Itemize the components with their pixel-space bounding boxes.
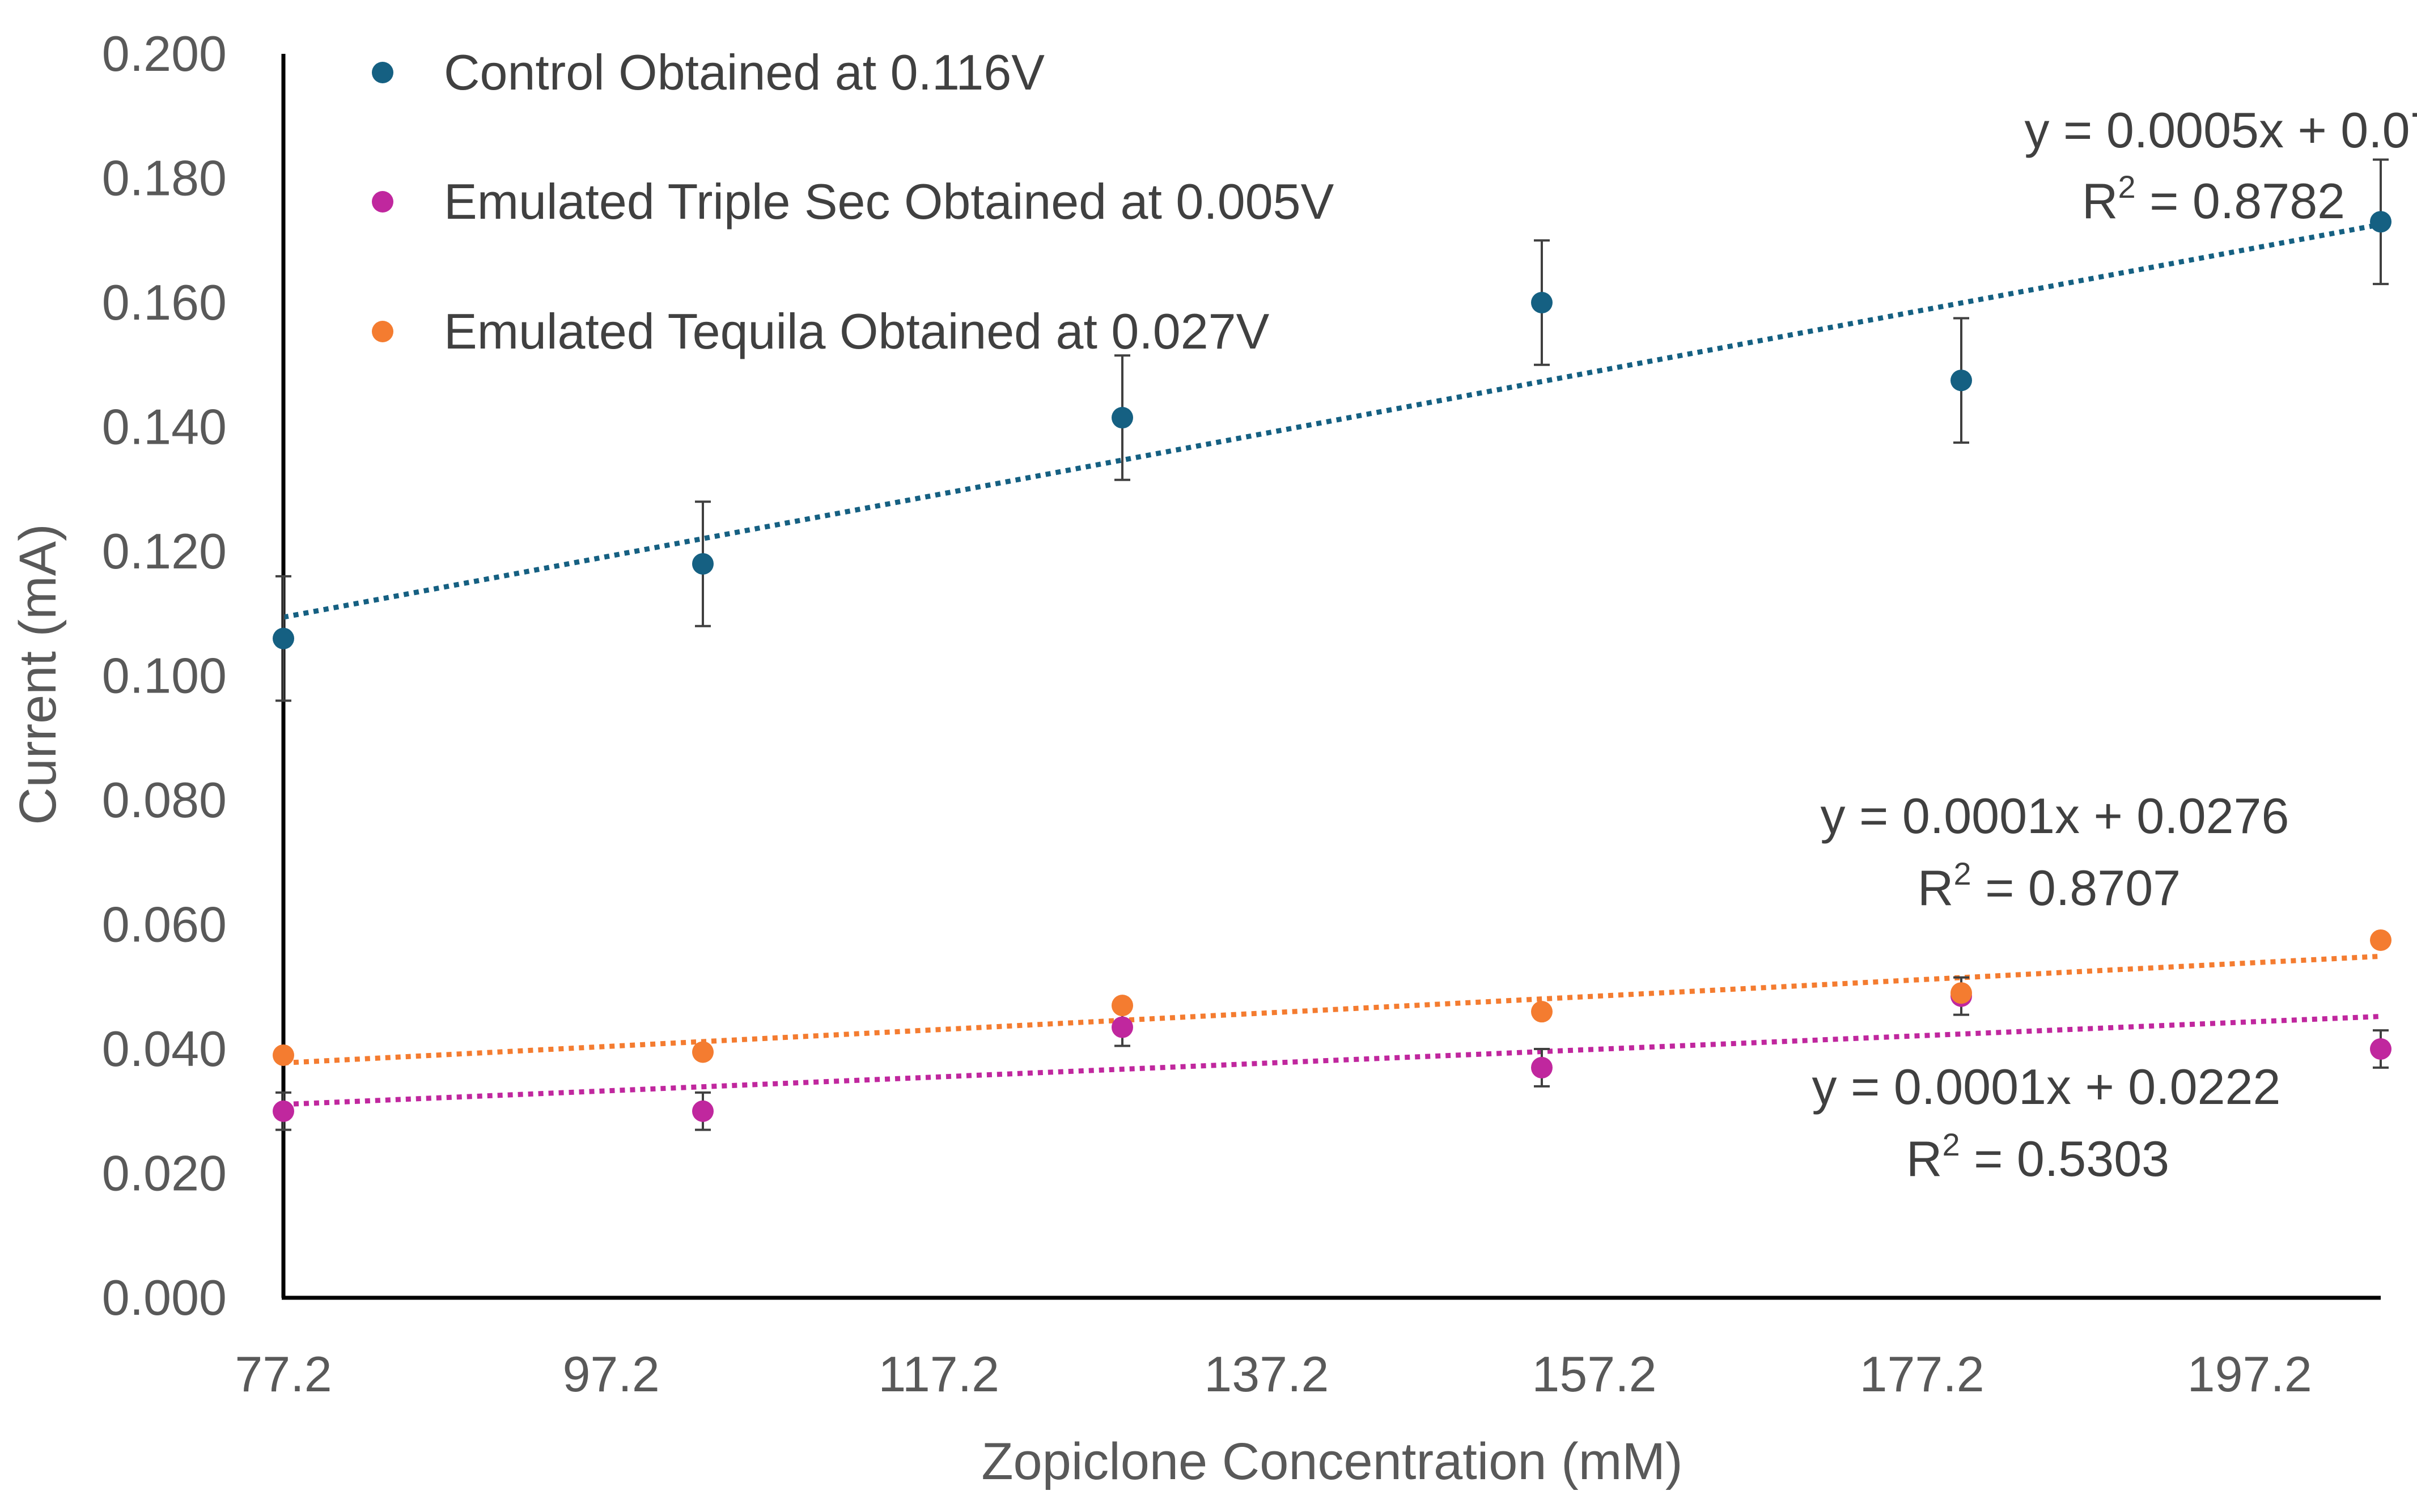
x-tick-label-3: 137.2 [1204,1346,1329,1402]
legend-item-control: Control Obtained at 0.116V [372,44,1045,100]
y-tick-label-6: 0.120 [102,523,227,579]
point-control-5 [2370,211,2391,233]
y-tick-label-0: 0.000 [102,1269,227,1326]
x-tick-label-6: 197.2 [2187,1346,2312,1402]
equation-tequila-formula: y = 0.0001x + 0.0276 [1821,788,2289,844]
point-control-1 [692,553,714,575]
legend-label-tequila: Emulated Tequila Obtained at 0.027V [444,303,1270,359]
point-tequila-5 [2370,929,2391,951]
x-tick-label-1: 97.2 [562,1346,659,1402]
point-control-0 [273,627,294,649]
data-points [273,211,2391,1122]
point-control-4 [1950,369,1972,392]
y-axis-ticks: 0.000 0.020 0.040 0.060 0.080 0.100 0.120 0.140… [102,26,227,1326]
legend-marker-tequila [372,321,393,342]
legend-item-triple-sec: Emulated Triple Sec Obtained at 0.005V [372,173,1334,230]
y-tick-label-5: 0.100 [102,648,227,704]
trendline-tequila [283,953,2381,1066]
y-tick-label-9: 0.180 [102,150,227,206]
point-triple-sec-3 [1531,1056,1553,1078]
legend-label-triple-sec: Emulated Triple Sec Obtained at 0.005V [444,173,1334,230]
point-tequila-2 [1112,995,1133,1017]
legend-marker-control [372,62,393,83]
equation-triple-sec-r2: R2 = 0.5303 [1906,1127,2169,1187]
point-triple-sec-5 [2370,1038,2391,1060]
y-tick-label-1: 0.020 [102,1145,227,1201]
x-axis-title: Zopiclone Concentration (mM) [981,1433,1682,1490]
y-tick-label-8: 0.160 [102,274,227,330]
equation-tequila-r2: R2 = 0.8707 [1918,856,2181,916]
y-axis-title: Current (mA) [9,524,67,825]
y-tick-label-4: 0.080 [102,772,227,828]
y-tick-label-10: 0.200 [102,26,227,82]
equation-triple-sec: y = 0.0001x + 0.0222 R2 = 0.5303 [1812,1059,2281,1187]
point-tequila-0 [273,1044,294,1066]
x-tick-label-5: 177.2 [1860,1346,1985,1402]
point-triple-sec-0 [273,1100,294,1122]
legend-label-control: Control Obtained at 0.116V [444,44,1045,100]
equation-triple-sec-formula: y = 0.0001x + 0.0222 [1812,1059,2281,1115]
point-triple-sec-2 [1112,1016,1133,1038]
point-control-3 [1531,292,1553,313]
legend: Control Obtained at 0.116V Emulated Trip… [372,44,1334,359]
equation-tequila: y = 0.0001x + 0.0276 R2 = 0.8707 [1821,788,2289,916]
trendline-control [283,222,2381,620]
legend-item-tequila: Emulated Tequila Obtained at 0.027V [372,303,1270,359]
equation-control: y = 0.0005x + 0.0714 R2 = 0.8782 [2025,102,2417,229]
y-tick-label-2: 0.040 [102,1021,227,1077]
x-axis-ticks: 77.2 97.2 117.2 137.2 157.2 177.2 197.2 [235,1346,2312,1402]
point-control-2 [1112,407,1133,429]
x-tick-label-4: 157.2 [1532,1346,1656,1402]
equation-control-r2: R2 = 0.8782 [2082,169,2345,229]
point-tequila-1 [692,1041,714,1063]
trendlines [283,222,2381,1107]
point-tequila-4 [1950,982,1972,1004]
point-tequila-3 [1531,1001,1553,1023]
x-tick-label-0: 77.2 [235,1346,332,1402]
x-tick-label-2: 117.2 [878,1346,999,1402]
legend-marker-triple-sec [372,191,393,213]
point-triple-sec-1 [692,1100,714,1122]
trendline-triple-sec [283,1014,2381,1107]
y-tick-label-3: 0.060 [102,897,227,953]
y-tick-label-7: 0.140 [102,399,227,455]
equation-control-formula: y = 0.0005x + 0.0714 [2025,102,2417,158]
